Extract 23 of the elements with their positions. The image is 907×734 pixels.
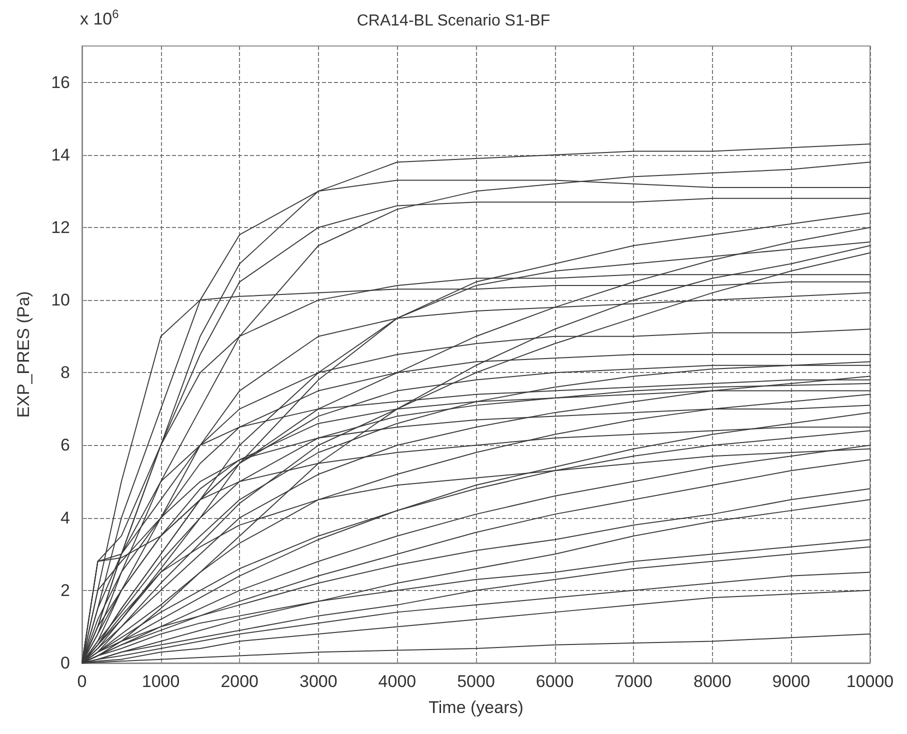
y-tick-label: 16	[51, 72, 70, 92]
y-tick-label: 8	[60, 363, 70, 382]
chart-title: CRA14-BL Scenario S1-BF	[356, 12, 550, 30]
y-axis-title: EXP_PRES (Pa)	[14, 291, 33, 418]
x-tick-label: 10000	[846, 672, 894, 691]
y-tick-label: 14	[51, 145, 70, 164]
x-tick-label: 9000	[772, 672, 810, 691]
x-tick-label: 1000	[142, 672, 180, 691]
y-tick-label: 6	[60, 436, 70, 455]
x-tick-label: 8000	[693, 672, 732, 691]
x-tick-label: 0	[77, 672, 87, 691]
y-tick-label: 10	[51, 290, 70, 310]
x-tick-label: 7000	[614, 672, 653, 691]
x-tick-label: 5000	[457, 672, 495, 691]
y-tick-label: 2	[60, 580, 70, 600]
x-tick-label: 4000	[378, 672, 416, 691]
x-tick-label: 2000	[220, 672, 259, 691]
x-axis-title: Time (years)	[428, 698, 524, 717]
x-tick-label: 6000	[536, 672, 574, 691]
y-tick-label: 12	[51, 218, 70, 237]
y-tick-label: 0	[60, 654, 70, 672]
x-tick-label: 3000	[299, 672, 338, 691]
y-tick-label: 4	[60, 508, 70, 528]
